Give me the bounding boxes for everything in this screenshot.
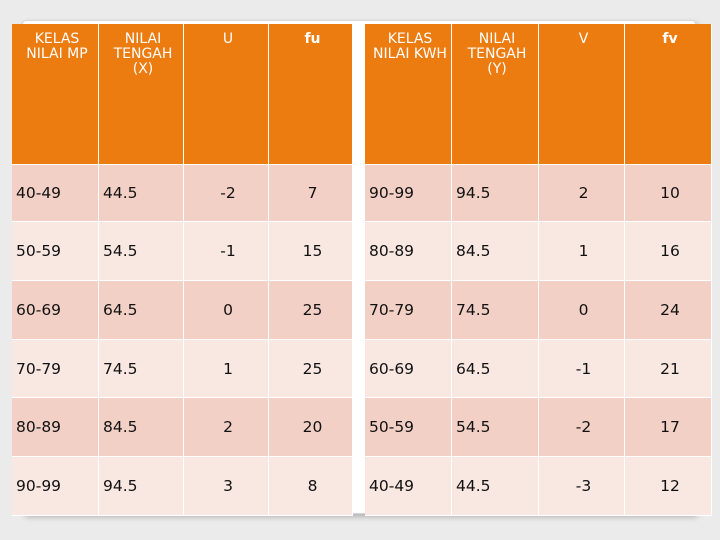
header-u: U (184, 24, 269, 165)
cell-kelas: 60-69 (12, 281, 99, 340)
table-row: 60-69 64.5 -1 21 (365, 340, 712, 398)
cell-nilai-tengah: 84.5 (452, 222, 539, 281)
cell-nilai-tengah: 44.5 (452, 457, 539, 516)
cell-fu: 8 (269, 457, 353, 516)
cell-nilai-tengah: 54.5 (452, 398, 539, 457)
header-fv: fv (625, 24, 712, 165)
cell-fv: 24 (625, 281, 712, 340)
header-row: KELAS NILAI MP NILAI TENGAH (X) U fu (12, 24, 353, 165)
cell-v: -3 (539, 457, 625, 516)
table-row: 70-79 74.5 1 25 (12, 340, 353, 398)
cell-u: -2 (184, 165, 269, 222)
cell-v: -1 (539, 340, 625, 398)
table-row: 80-89 84.5 2 20 (12, 398, 353, 457)
cell-fv: 21 (625, 340, 712, 398)
cell-nilai-tengah: 94.5 (99, 457, 184, 516)
right-frequency-table: KELAS NILAI KWH NILAI TENGAH (Y) V fv 90… (365, 24, 712, 516)
cell-kelas: 80-89 (365, 222, 452, 281)
cell-kelas: 50-59 (12, 222, 99, 281)
left-frequency-table: KELAS NILAI MP NILAI TENGAH (X) U fu 40-… (12, 24, 353, 516)
cell-kelas: 40-49 (365, 457, 452, 516)
cell-fu: 15 (269, 222, 353, 281)
table-row: 90-99 94.5 3 8 (12, 457, 353, 516)
cell-fv: 16 (625, 222, 712, 281)
table-row: 50-59 54.5 -2 17 (365, 398, 712, 457)
header-v: V (539, 24, 625, 165)
cell-u: 0 (184, 281, 269, 340)
cell-kelas: 70-79 (365, 281, 452, 340)
cell-kelas: 70-79 (12, 340, 99, 398)
table-row: 40-49 44.5 -3 12 (365, 457, 712, 516)
cell-fu: 25 (269, 340, 353, 398)
cell-fv: 12 (625, 457, 712, 516)
cell-kelas: 50-59 (365, 398, 452, 457)
cell-nilai-tengah: 54.5 (99, 222, 184, 281)
cell-u: -1 (184, 222, 269, 281)
cell-v: 1 (539, 222, 625, 281)
cell-u: 2 (184, 398, 269, 457)
table-row: 40-49 44.5 -2 7 (12, 165, 353, 222)
cell-fu: 25 (269, 281, 353, 340)
cell-nilai-tengah: 74.5 (452, 281, 539, 340)
cell-u: 1 (184, 340, 269, 398)
header-row: KELAS NILAI KWH NILAI TENGAH (Y) V fv (365, 24, 712, 165)
cell-v: 2 (539, 165, 625, 222)
table-row: 90-99 94.5 2 10 (365, 165, 712, 222)
table-row: 60-69 64.5 0 25 (12, 281, 353, 340)
cell-fv: 10 (625, 165, 712, 222)
cell-nilai-tengah: 94.5 (452, 165, 539, 222)
cell-kelas: 90-99 (365, 165, 452, 222)
table-row: 70-79 74.5 0 24 (365, 281, 712, 340)
cell-fv: 17 (625, 398, 712, 457)
cell-fu: 7 (269, 165, 353, 222)
header-kelas-nilai-kwh: KELAS NILAI KWH (365, 24, 452, 165)
header-kelas-nilai-mp: KELAS NILAI MP (12, 24, 99, 165)
header-nilai-tengah-x: NILAI TENGAH (X) (99, 24, 184, 165)
table-row: 80-89 84.5 1 16 (365, 222, 712, 281)
cell-fu: 20 (269, 398, 353, 457)
cell-kelas: 90-99 (12, 457, 99, 516)
cell-v: -2 (539, 398, 625, 457)
cell-kelas: 60-69 (365, 340, 452, 398)
header-nilai-tengah-y: NILAI TENGAH (Y) (452, 24, 539, 165)
cell-nilai-tengah: 84.5 (99, 398, 184, 457)
table-row: 50-59 54.5 -1 15 (12, 222, 353, 281)
cell-v: 0 (539, 281, 625, 340)
cell-nilai-tengah: 64.5 (452, 340, 539, 398)
cell-u: 3 (184, 457, 269, 516)
cell-nilai-tengah: 44.5 (99, 165, 184, 222)
cell-kelas: 40-49 (12, 165, 99, 222)
cell-nilai-tengah: 64.5 (99, 281, 184, 340)
cell-nilai-tengah: 74.5 (99, 340, 184, 398)
header-fu: fu (269, 24, 353, 165)
cell-kelas: 80-89 (12, 398, 99, 457)
